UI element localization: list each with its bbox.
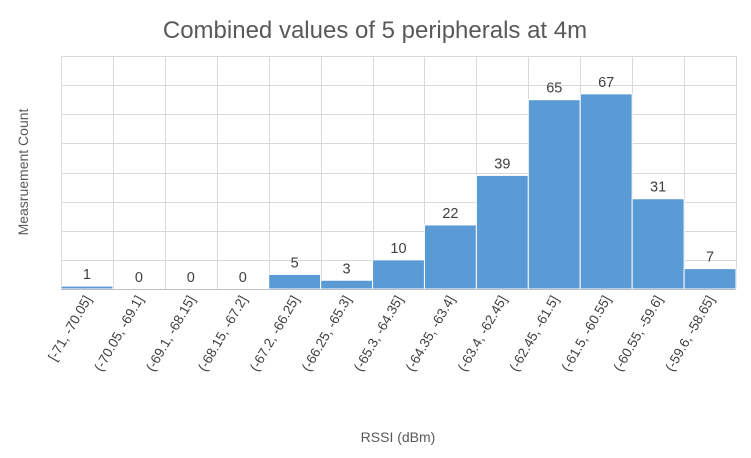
- x-tick-label: (-62.45, -61.5]: [506, 293, 561, 374]
- x-tick-label: (-69.1, -68.15]: [143, 293, 198, 374]
- bar-value-label: 5: [291, 255, 299, 271]
- histogram-bar: [60, 285, 114, 290]
- bar-value-label: 39: [494, 156, 510, 172]
- histogram-bar: [631, 198, 685, 290]
- bar-value-label: 0: [187, 270, 195, 286]
- x-tick-label: (-59.6, -58.65]: [662, 293, 717, 374]
- bar-value-label: 0: [135, 270, 143, 286]
- x-tick-label: (-64.35, -63.4]: [403, 293, 458, 374]
- y-axis-title: Measruement Count: [15, 108, 31, 235]
- histogram-bar: [320, 279, 374, 290]
- x-tick-labels: [-71, -70.05](-70.05, -69.1](-69.1, -68.…: [45, 293, 717, 374]
- x-tick-label: (-61.5, -60.55]: [558, 293, 613, 374]
- bar-value-label: 7: [706, 250, 714, 266]
- bar-value-label: 65: [546, 81, 562, 97]
- x-tick-label: (-66.25, -65.3]: [299, 293, 354, 374]
- x-tick-label: (-60.55, -59.6]: [610, 293, 665, 374]
- x-tick-label: (-65.3, -64.35]: [351, 293, 406, 374]
- x-tick-label: (-68.15, -67.2]: [195, 293, 250, 374]
- x-tick-label: (-67.2, -66.25]: [247, 293, 302, 374]
- bars: [60, 93, 737, 290]
- bar-value-label: 10: [390, 241, 406, 257]
- bar-value-label: 1: [83, 267, 91, 283]
- bar-value-label: 22: [442, 206, 458, 222]
- x-tick-label: (-70.05, -69.1]: [91, 293, 146, 374]
- histogram-bar: [268, 273, 322, 290]
- histogram-bar: [527, 99, 581, 290]
- histogram-bar: [579, 93, 633, 290]
- histogram-bar: [683, 268, 737, 290]
- bar-value-label: 0: [239, 270, 247, 286]
- histogram-bar: [372, 259, 425, 290]
- histogram-bar: [423, 224, 477, 290]
- x-tick-label: [-71, -70.05]: [45, 293, 94, 364]
- x-tick-label: (-63.4, -62.45]: [455, 293, 510, 374]
- x-axis-title: RSSI (dBm): [361, 429, 436, 445]
- bar-value-label: 3: [343, 261, 351, 277]
- bar-value-label: 31: [650, 180, 666, 196]
- chart-title: Combined values of 5 peripherals at 4m: [163, 17, 587, 44]
- histogram-bar: [475, 174, 529, 290]
- bar-value-label: 67: [598, 75, 614, 91]
